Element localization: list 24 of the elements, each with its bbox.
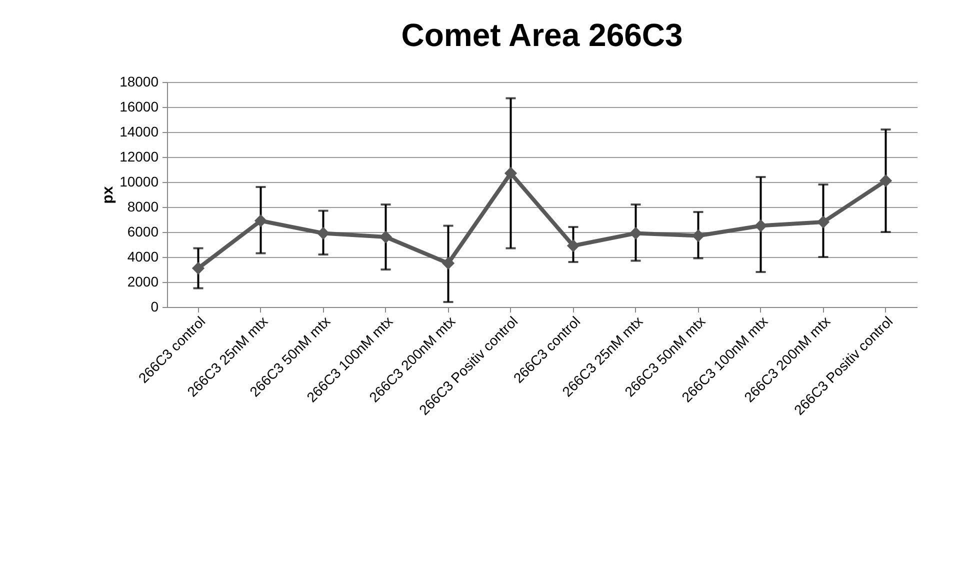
point — [192, 262, 205, 275]
point — [754, 219, 768, 232]
point — [442, 256, 455, 270]
y-tick-label: 12000 — [120, 148, 159, 164]
point — [879, 174, 892, 188]
y-tick-label: 10000 — [120, 174, 159, 190]
chart-title: Comet Area 266C3 — [401, 17, 683, 53]
y-axis-title: px — [100, 186, 117, 204]
y-tick-label: 2000 — [127, 274, 159, 290]
point — [566, 239, 580, 252]
y-tick-label: 0 — [150, 298, 159, 314]
y-tick-label: 16000 — [120, 98, 159, 114]
point — [379, 230, 392, 244]
y-tick-label: 14000 — [120, 124, 159, 140]
y-tick-label: 18000 — [120, 74, 159, 90]
y-tick-label: 4000 — [127, 248, 159, 264]
point — [254, 214, 268, 228]
point — [629, 226, 642, 240]
point — [316, 226, 330, 240]
point — [692, 229, 705, 242]
point — [816, 216, 830, 228]
y-tick-label: 6000 — [127, 224, 159, 240]
point — [504, 166, 518, 180]
y-tick-label: 8000 — [127, 198, 159, 214]
